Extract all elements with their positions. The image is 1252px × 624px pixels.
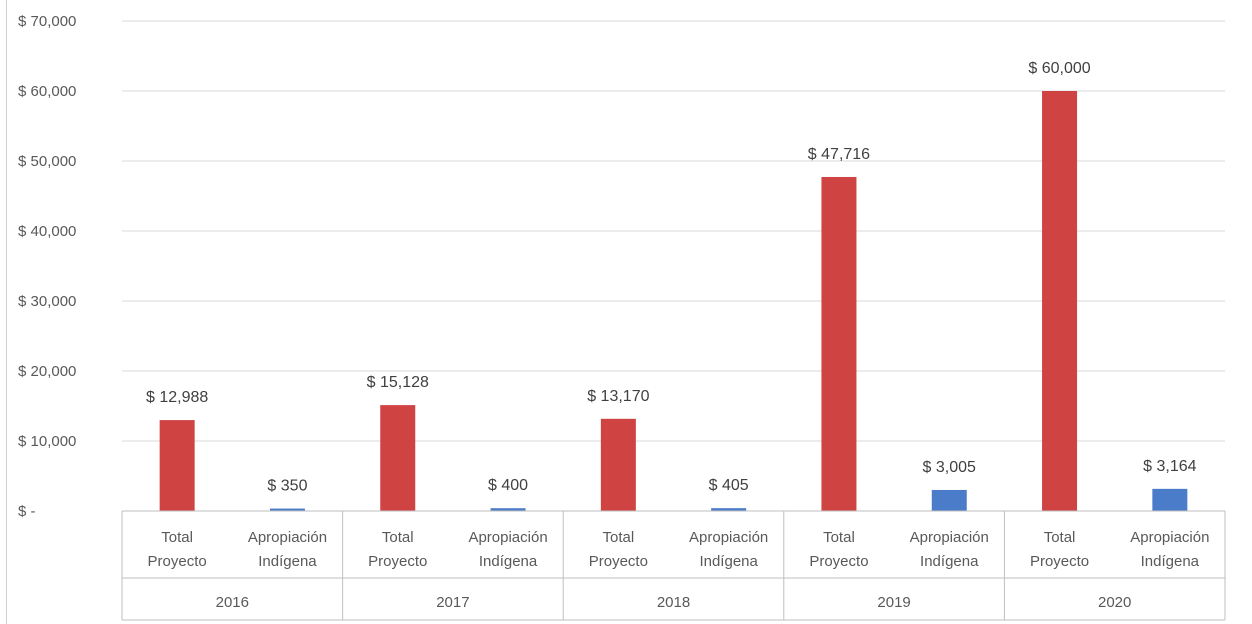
- x-group-label: 2020: [1098, 594, 1131, 611]
- x-category-label-line2: Indígena: [1141, 553, 1200, 570]
- bar-2020-total-proyecto: [1042, 91, 1078, 511]
- x-group-label: 2019: [877, 594, 910, 611]
- y-tick-label: $ 20,000: [18, 363, 76, 380]
- y-tick-label: $ 60,000: [18, 83, 76, 100]
- bar-value-label: $ 3,164: [1143, 458, 1196, 475]
- x-category-label-line1: Apropiación: [1130, 529, 1209, 546]
- x-group-label: 2016: [216, 594, 249, 611]
- x-category-label-line2: Indígena: [920, 553, 979, 570]
- bar-2019-total-proyecto: [821, 176, 857, 511]
- x-category-label-line2: Proyecto: [1030, 553, 1089, 570]
- frame-left-border: [6, 0, 7, 624]
- x-category-label-line2: Proyecto: [368, 553, 427, 570]
- bar-value-label: $ 15,128: [367, 374, 429, 391]
- x-category-label-line2: Proyecto: [148, 553, 207, 570]
- bar-value-label: $ 405: [709, 477, 749, 494]
- x-category-label-line2: Indígena: [699, 553, 758, 570]
- y-tick-label: $ 30,000: [18, 293, 76, 310]
- bar-2016-total-proyecto: [159, 420, 195, 511]
- x-category-label-line2: Indígena: [258, 553, 317, 570]
- x-category-label-line1: Apropiación: [248, 529, 327, 546]
- bar-2017-apropiacion-indigena: [490, 508, 526, 511]
- x-group-label: 2018: [657, 594, 690, 611]
- x-axis: 2016 Total Proyecto Apropiación Indígena 2017…: [121, 510, 1226, 621]
- bar-2016-apropiacion-indigena: [269, 508, 305, 511]
- bar-value-label: $ 47,716: [808, 146, 870, 163]
- y-tick-label: $ 50,000: [18, 153, 76, 170]
- bar-2017-total-proyecto: [380, 405, 416, 511]
- x-category-label-line1: Total: [382, 529, 414, 546]
- x-category-label-line1: Apropiación: [689, 529, 768, 546]
- bar-2019-apropiacion-indigena: [931, 489, 967, 511]
- gridlines: [122, 20, 1225, 442]
- bar-value-label: $ 12,988: [146, 389, 208, 406]
- x-category-label-line1: Total: [1044, 529, 1076, 546]
- x-category-label-line1: Total: [603, 529, 635, 546]
- bar-value-label: $ 13,170: [587, 388, 649, 405]
- bar-2018-apropiacion-indigena: [711, 508, 747, 511]
- y-tick-label: $ -: [18, 503, 36, 520]
- x-category-label-line1: Apropiación: [910, 529, 989, 546]
- bar-value-label: $ 60,000: [1028, 60, 1090, 77]
- y-tick-label: $ 70,000: [18, 13, 76, 30]
- x-category-label-line2: Proyecto: [589, 553, 648, 570]
- x-category-label-line1: Total: [161, 529, 193, 546]
- bar-value-label: $ 3,005: [923, 459, 976, 476]
- data-labels: $ 12,988 $ 350 $ 15,128 $ 400 $ 13,170 $ 405 $…: [146, 60, 1197, 495]
- y-tick-label: $ 40,000: [18, 223, 76, 240]
- x-category-label-line2: Indígena: [479, 553, 538, 570]
- x-category-label-line1: Apropiación: [468, 529, 547, 546]
- bars: [159, 91, 1188, 511]
- y-axis-ticks: $ - $ 10,000 $ 20,000 $ 30,000 $ 40,000 $ 50,…: [18, 13, 76, 520]
- bar-value-label: $ 350: [267, 478, 307, 495]
- bar-2020-apropiacion-indigena: [1152, 488, 1188, 511]
- x-group-label: 2017: [436, 594, 469, 611]
- x-category-label-line2: Proyecto: [809, 553, 868, 570]
- bar-2018-total-proyecto: [600, 418, 636, 511]
- x-category-label-line1: Total: [823, 529, 855, 546]
- bar-value-label: $ 400: [488, 477, 528, 494]
- y-tick-label: $ 10,000: [18, 433, 76, 450]
